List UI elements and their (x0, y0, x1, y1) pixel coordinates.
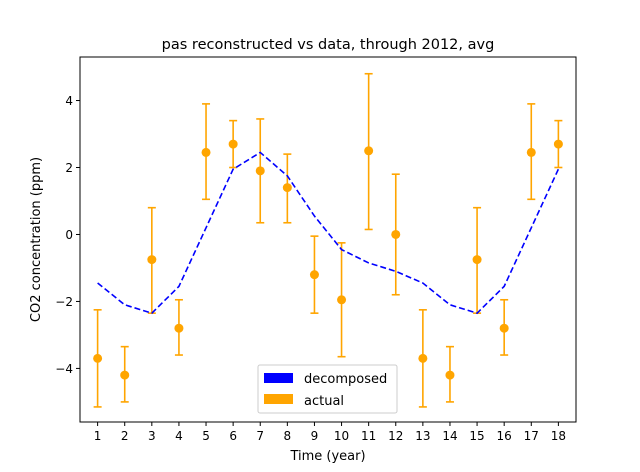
actual-point (391, 229, 401, 239)
x-tick-label: 12 (388, 429, 403, 443)
x-tick-label: 18 (551, 429, 566, 443)
actual-point (445, 370, 455, 380)
actual-point (418, 353, 428, 363)
x-tick-label: 3 (148, 429, 156, 443)
y-axis-label: CO2 concentration (ppm) (29, 157, 44, 322)
x-tick-label: 11 (361, 429, 376, 443)
x-axis-ticks: 1 2 3 4 5 6 7 8 9 10 11 12 13 14 15 16 17 18 (94, 422, 566, 443)
y-tick-label: −4 (55, 362, 73, 376)
y-axis-ticks: −4 −2 0 2 4 (55, 94, 80, 376)
x-tick-label: 1 (94, 429, 102, 443)
x-tick-label: 15 (469, 429, 484, 443)
x-tick-label: 10 (334, 429, 349, 443)
x-tick-label: 7 (256, 429, 264, 443)
actual-point (282, 183, 292, 193)
x-tick-label: 2 (121, 429, 129, 443)
actual-point (553, 139, 563, 149)
decomposed-line (97, 151, 560, 315)
decomposed-line-layer (97, 151, 560, 315)
x-tick-label: 4 (175, 429, 183, 443)
axes-frame (79, 56, 577, 423)
actual-points (93, 139, 563, 380)
plot-area (79, 56, 577, 423)
x-tick-label: 17 (524, 429, 539, 443)
actual-point (93, 353, 103, 363)
y-tick-label: 2 (65, 161, 73, 175)
x-axis-label: Time (year) (289, 449, 365, 464)
x-tick-label: 5 (202, 429, 210, 443)
actual-point (337, 295, 347, 305)
actual-point (472, 255, 482, 265)
x-tick-label: 8 (284, 429, 292, 443)
actual-point (174, 323, 184, 333)
actual-point (255, 166, 265, 176)
actual-point (201, 147, 211, 157)
legend-swatch-actual (264, 394, 293, 404)
legend-label-decomposed: decomposed (304, 372, 387, 387)
x-tick-label: 16 (497, 429, 512, 443)
actual-point (120, 370, 130, 380)
actual-point (147, 255, 157, 265)
y-tick-label: 0 (65, 228, 73, 242)
axes-background (80, 57, 576, 422)
legend: decomposed actual (257, 364, 398, 414)
y-tick-label: 4 (65, 94, 73, 108)
legend-swatch-decomposed (264, 373, 293, 383)
y-tick-label: −2 (55, 295, 73, 309)
x-tick-label: 9 (311, 429, 319, 443)
x-tick-label: 13 (415, 429, 430, 443)
x-tick-label: 6 (229, 429, 237, 443)
actual-point (364, 146, 374, 156)
actual-point (499, 323, 509, 333)
actual-point (309, 270, 319, 280)
chart-title: pas reconstructed vs data, through 2012,… (162, 37, 495, 53)
actual-point (228, 139, 238, 149)
legend-label-actual: actual (304, 394, 344, 409)
actual-point (526, 147, 536, 157)
x-tick-label: 14 (442, 429, 457, 443)
